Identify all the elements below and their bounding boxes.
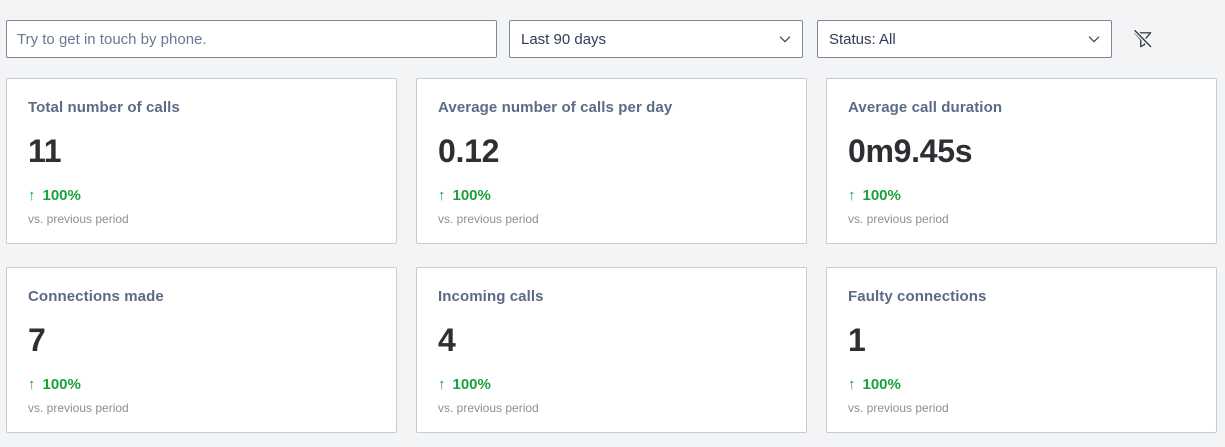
trend-percent: 100% — [862, 187, 901, 204]
status-value: Status: All — [829, 30, 896, 48]
stat-card-connections-made: Connections made 7 ↑ 100% vs. previous p… — [6, 267, 397, 433]
trend-up-arrow-icon: ↑ — [28, 376, 36, 393]
trend-percent: 100% — [452, 187, 491, 204]
trend-percent: 100% — [862, 376, 901, 393]
trend-up-arrow-icon: ↑ — [438, 376, 446, 393]
stat-card-total-calls: Total number of calls 11 ↑ 100% vs. prev… — [6, 78, 397, 244]
stat-card-compare-label: vs. previous period — [438, 401, 539, 415]
chevron-down-icon — [779, 36, 791, 43]
stat-card-trend: ↑ 100% — [848, 376, 901, 393]
stat-card-incoming-calls: Incoming calls 4 ↑ 100% vs. previous per… — [416, 267, 807, 433]
stat-card-title: Incoming calls — [438, 288, 544, 305]
trend-up-arrow-icon: ↑ — [28, 187, 36, 204]
status-select[interactable]: Status: All — [817, 20, 1112, 58]
stat-card-compare-label: vs. previous period — [438, 212, 539, 226]
stat-card-value: 0m9.45s — [848, 133, 973, 169]
chevron-down-icon — [1088, 36, 1100, 43]
stat-cards-grid: Total number of calls 11 ↑ 100% vs. prev… — [6, 78, 1217, 433]
stat-card-value: 4 — [438, 322, 456, 358]
trend-up-arrow-icon: ↑ — [848, 187, 856, 204]
date-range-value: Last 90 days — [521, 30, 607, 48]
date-range-select[interactable]: Last 90 days — [509, 20, 803, 58]
stat-card-trend: ↑ 100% — [438, 376, 491, 393]
stat-card-title: Average call duration — [848, 99, 1003, 116]
trend-up-arrow-icon: ↑ — [848, 376, 856, 393]
trend-up-arrow-icon: ↑ — [438, 187, 446, 204]
stat-card-trend: ↑ 100% — [438, 187, 491, 204]
stat-card-value: 11 — [28, 133, 62, 169]
trend-percent: 100% — [42, 187, 81, 204]
stat-card-compare-label: vs. previous period — [28, 401, 129, 415]
stat-card-title: Total number of calls — [28, 99, 180, 116]
clear-filters-button[interactable] — [1128, 25, 1156, 53]
stat-card-value: 7 — [28, 322, 46, 358]
stat-card-compare-label: vs. previous period — [28, 212, 129, 226]
trend-percent: 100% — [42, 376, 81, 393]
trend-percent: 100% — [452, 376, 491, 393]
stat-card-trend: ↑ 100% — [28, 187, 81, 204]
stat-card-title: Connections made — [28, 288, 164, 305]
stat-card-title: Faulty connections — [848, 288, 987, 305]
stat-card-compare-label: vs. previous period — [848, 401, 949, 415]
stat-card-value: 0.12 — [438, 133, 500, 169]
stat-card-avg-call-duration: Average call duration 0m9.45s ↑ 100% vs.… — [826, 78, 1217, 244]
stat-card-trend: ↑ 100% — [848, 187, 901, 204]
stat-card-trend: ↑ 100% — [28, 376, 81, 393]
stat-card-compare-label: vs. previous period — [848, 212, 949, 226]
stat-card-title: Average number of calls per day — [438, 99, 673, 116]
stat-card-faulty-connections: Faulty connections 1 ↑ 100% vs. previous… — [826, 267, 1217, 433]
phone-search-input[interactable] — [6, 20, 497, 58]
stat-card-avg-calls-per-day: Average number of calls per day 0.12 ↑ 1… — [416, 78, 807, 244]
stat-card-value: 1 — [848, 322, 866, 358]
filters-bar: Last 90 days Status: All — [6, 20, 1156, 58]
filter-off-icon — [1133, 28, 1152, 48]
